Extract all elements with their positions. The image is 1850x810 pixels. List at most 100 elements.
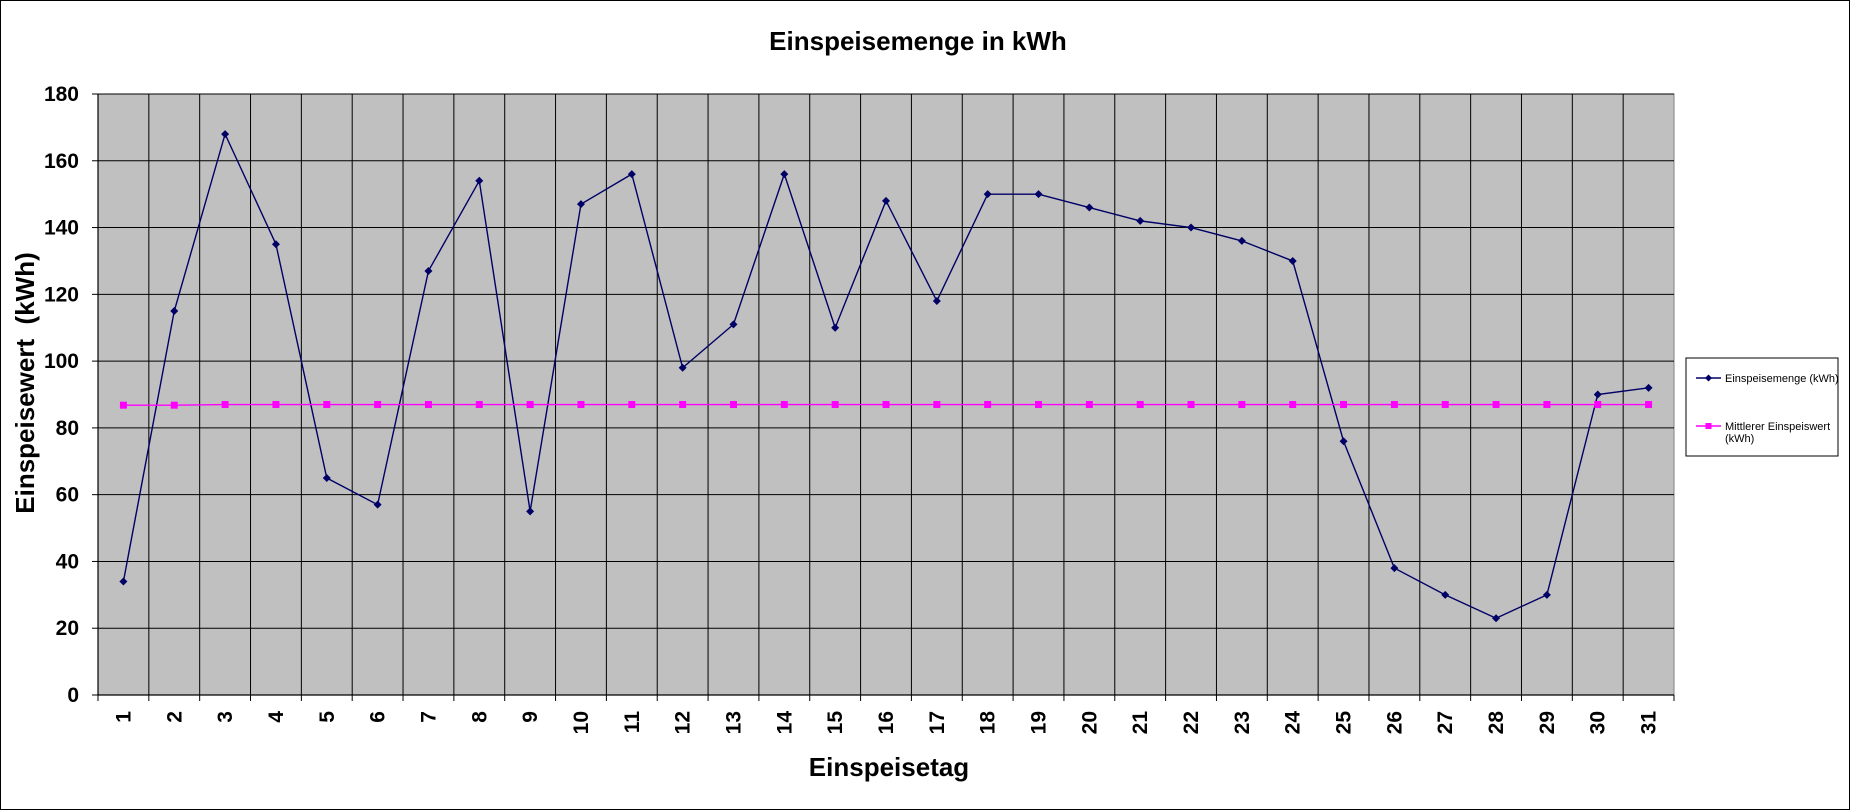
- x-tick-label: 28: [1485, 711, 1508, 735]
- data-point: [221, 130, 230, 139]
- x-tick-label: 24: [1282, 711, 1305, 735]
- legend-item-1: Einspeisemenge (kWh): [1696, 373, 1839, 385]
- data-point: [1288, 256, 1297, 265]
- data-point: [1238, 401, 1246, 409]
- data-point: [628, 401, 636, 409]
- data-point: [322, 473, 331, 482]
- x-tick-label: 17: [926, 711, 949, 734]
- y-tick-label: 20: [56, 617, 79, 640]
- x-tick-label: 12: [672, 711, 695, 734]
- series-1: [119, 130, 1653, 623]
- x-tick-label: 19: [1028, 711, 1051, 734]
- data-point: [170, 401, 178, 409]
- legend-item-2: Mittlerer Einspeiswert (kWh): [1696, 421, 1830, 445]
- data-point: [475, 401, 483, 409]
- data-point: [780, 170, 789, 179]
- data-point: [119, 401, 127, 409]
- data-point: [1492, 614, 1501, 623]
- x-tick-label: 10: [570, 711, 593, 734]
- data-point: [170, 307, 179, 316]
- y-tick-label: 100: [44, 350, 79, 373]
- data-point: [1542, 590, 1551, 599]
- legend-label: Mittlerer Einspeiswert (kWh): [1725, 421, 1830, 445]
- x-tick-label: 27: [1434, 711, 1457, 734]
- x-tick-labels: 1 2 3 4 5 6 7 8 9 10 11 12 13 14 15 16 17 18 19 20 21 22 23 24 2…: [112, 711, 1660, 735]
- y-tick-labels: 0 20 40 60 80 100 120 140 160 180: [44, 83, 79, 707]
- x-tick-label: 16: [875, 711, 898, 734]
- y-tick-label: 160: [44, 150, 79, 173]
- data-point: [577, 401, 585, 409]
- x-tick-label: 26: [1383, 711, 1406, 734]
- data-point: [424, 401, 432, 409]
- data-point: [526, 507, 535, 516]
- data-point: [1390, 401, 1398, 409]
- data-point: [373, 500, 382, 509]
- y-axis-label: Einspeisewert (kWh): [10, 252, 40, 514]
- data-point: [933, 401, 941, 409]
- data-point: [272, 401, 280, 409]
- data-point: [526, 401, 534, 409]
- data-point: [1340, 401, 1348, 409]
- data-point: [1035, 401, 1043, 409]
- plot-area: [97, 93, 1675, 696]
- data-point: [323, 401, 331, 409]
- series-2: [119, 401, 1653, 409]
- data-point: [882, 196, 890, 205]
- data-point: [1492, 401, 1500, 409]
- data-point: [1543, 401, 1551, 409]
- data-point: [1339, 437, 1348, 446]
- data-point: [271, 240, 280, 249]
- x-tick-label: 7: [417, 711, 440, 723]
- data-point: [983, 190, 992, 199]
- data-point: [1594, 401, 1602, 409]
- data-point: [1593, 390, 1602, 399]
- x-tick-label: 8: [468, 711, 491, 723]
- y-tick-label: 140: [44, 217, 79, 240]
- data-point: [679, 401, 687, 409]
- data-point: [729, 320, 738, 329]
- y-tick-label: 80: [56, 417, 79, 440]
- x-tick-label: 13: [722, 711, 745, 734]
- data-point: [831, 323, 840, 332]
- x-tick-label: 14: [773, 711, 796, 735]
- data-point: [882, 401, 890, 409]
- x-tick-label: 20: [1078, 711, 1101, 734]
- legend-marker: [1705, 423, 1712, 429]
- x-tick-label: 23: [1231, 711, 1254, 734]
- legend-box: [1685, 357, 1839, 457]
- x-tick-label: 5: [316, 711, 339, 723]
- data-point: [374, 401, 382, 409]
- x-tick-label: 25: [1333, 711, 1356, 735]
- data-point: [424, 266, 433, 275]
- data-point: [729, 401, 737, 409]
- x-tick-label: 18: [977, 711, 1000, 735]
- data-point: [932, 297, 941, 306]
- data-point: [627, 170, 636, 179]
- x-tick-label: 11: [621, 711, 644, 734]
- chart-title: Einspeisemenge in kWh: [769, 26, 1067, 56]
- data-point: [1085, 401, 1093, 409]
- data-point: [1289, 401, 1297, 409]
- x-tick-label: 22: [1180, 711, 1203, 734]
- data-point: [1237, 236, 1246, 245]
- legend-marker: [1705, 374, 1712, 382]
- y-tick-label: 40: [56, 550, 79, 573]
- data-point: [1390, 564, 1399, 573]
- x-axis-label: Einspeisetag: [809, 752, 969, 782]
- x-tick-label: 6: [367, 711, 390, 723]
- data-point: [475, 176, 484, 185]
- x-tick-label: 31: [1638, 711, 1661, 735]
- x-tick-label: 9: [519, 711, 542, 723]
- data-point: [1187, 401, 1195, 409]
- x-tick-label: 30: [1587, 711, 1610, 734]
- data-point: [780, 401, 788, 409]
- data-point: [221, 401, 229, 409]
- data-point: [984, 401, 992, 409]
- data-point: [831, 401, 839, 409]
- data-point: [1441, 590, 1450, 599]
- data-point: [1085, 203, 1094, 212]
- x-tick-label: 29: [1536, 711, 1559, 734]
- y-tick-label: 180: [44, 83, 79, 106]
- data-point: [1187, 223, 1196, 232]
